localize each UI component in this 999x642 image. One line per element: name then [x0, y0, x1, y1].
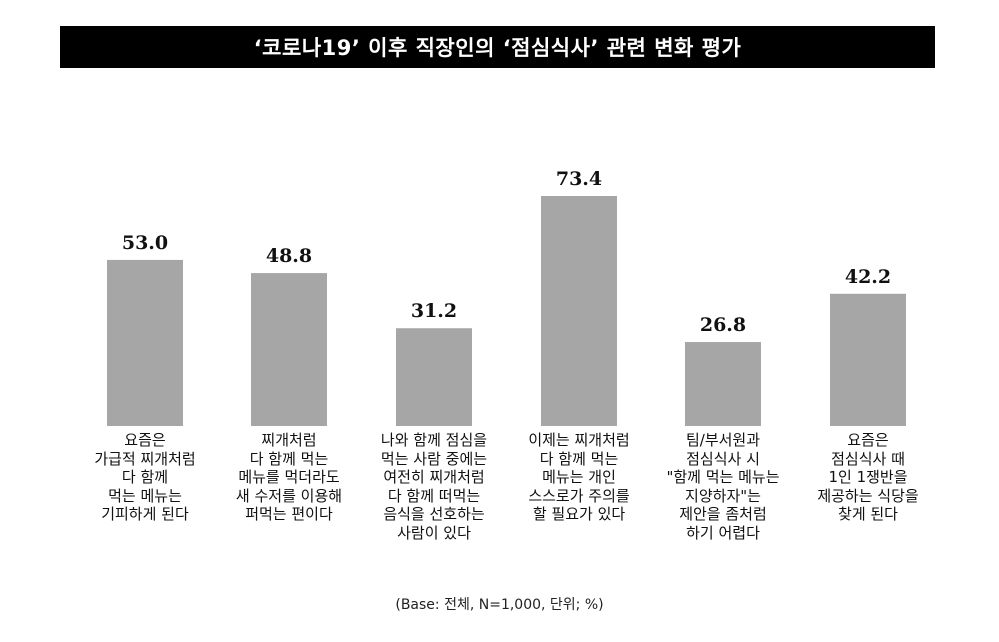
category-label-line: 요즘은 [124, 431, 166, 449]
category-label-5: 팀/부서원과 점심식사 시 "함께 먹는 메뉴는 지양하자"는 제안을 좀처럼 하기 어렵… [658, 431, 788, 543]
category-label-line: 메뉴를 먹더라도 [238, 468, 340, 487]
value-label-4: 73.4 [556, 168, 602, 190]
category-label-line: 점심식사 시 [686, 449, 760, 468]
category-label-line: 할 필요가 있다 [532, 505, 626, 524]
category-label-line: 다 함께 [121, 468, 169, 487]
category-label-line: 다 함께 떠먹는 [387, 486, 481, 505]
category-label-1: 요즘은 가급적 찌개처럼 다 함께 먹는 메뉴는 기피하게 된다 [80, 431, 210, 524]
category-label-2: 찌개처럼 다 함께 먹는 메뉴를 먹더라도 새 수저를 이용해 퍼먹는 편이다 [224, 431, 354, 524]
bar-6 [830, 293, 906, 426]
value-label-6: 42.2 [845, 266, 891, 288]
bar-3 [396, 328, 472, 426]
category-label-line: 나와 함께 점심을 [380, 431, 488, 449]
category-label-line: 다 함께 먹는 [539, 449, 619, 468]
footnote: (Base: 전체, N=1,000, 단위; %) [395, 597, 604, 613]
category-label-line: 퍼먹는 편이다 [245, 505, 333, 524]
category-label-line: 가급적 찌개처럼 [94, 449, 196, 468]
category-label-line: 먹는 사람 중에는 [380, 449, 488, 468]
category-label-line: 이제는 찌개처럼 [528, 431, 630, 449]
category-label-line: 요즘은 [847, 431, 889, 449]
bar-4 [541, 196, 617, 426]
category-label-line: 하기 어렵다 [686, 523, 760, 542]
category-label-line: 음식을 선호하는 [383, 505, 485, 524]
category-label-line: 다 함께 먹는 [249, 449, 329, 468]
category-label-line: 메뉴는 개인 [542, 468, 616, 487]
category-label-line: 찌개처럼 [261, 431, 317, 449]
value-label-1: 53.0 [122, 232, 168, 254]
category-label-4: 이제는 찌개처럼 다 함께 먹는 메뉴는 개인 스스로가 주의를 할 필요가 있다 [514, 431, 644, 524]
category-label-line: 사람이 있다 [397, 523, 471, 542]
value-label-3: 31.2 [411, 300, 457, 322]
category-label-line: 팀/부서원과 [685, 431, 761, 449]
category-label-line: 새 수저를 이용해 [235, 486, 343, 505]
category-label-line: 1인 1쟁반을 [828, 468, 908, 487]
category-label-line: "함께 먹는 메뉴는 [666, 468, 780, 487]
chart-title: ‘코로나19’ 이후 직장인의 ‘점심식사’ 관련 변화 평가 [60, 26, 935, 68]
category-label-line: 제공하는 식당을 [817, 486, 919, 505]
category-label-line: 여전히 찌개처럼 [383, 468, 485, 487]
bar-1 [107, 259, 183, 426]
category-label-line: 제안을 좀처럼 [679, 505, 767, 524]
value-label-5: 26.8 [700, 314, 746, 336]
category-label-line: 기피하게 된다 [101, 505, 189, 524]
category-label-line: 찾게 된다 [838, 505, 898, 524]
category-label-3: 나와 함께 점심을 먹는 사람 중에는 여전히 찌개처럼 다 함께 떠먹는 음식을 선호… [369, 431, 499, 543]
category-label-6: 요즘은 점심식사 때 1인 1쟁반을 제공하는 식당을 찾게 된다 [803, 431, 933, 524]
category-label-line: 먹는 메뉴는 [108, 486, 182, 505]
category-label-line: 점심식사 때 [831, 449, 905, 468]
bar-5 [685, 342, 761, 426]
category-label-line: 스스로가 주의를 [528, 486, 630, 505]
bar-2 [251, 273, 327, 426]
value-label-2: 48.8 [266, 245, 312, 267]
category-label-line: 지양하자"는 [685, 486, 761, 505]
